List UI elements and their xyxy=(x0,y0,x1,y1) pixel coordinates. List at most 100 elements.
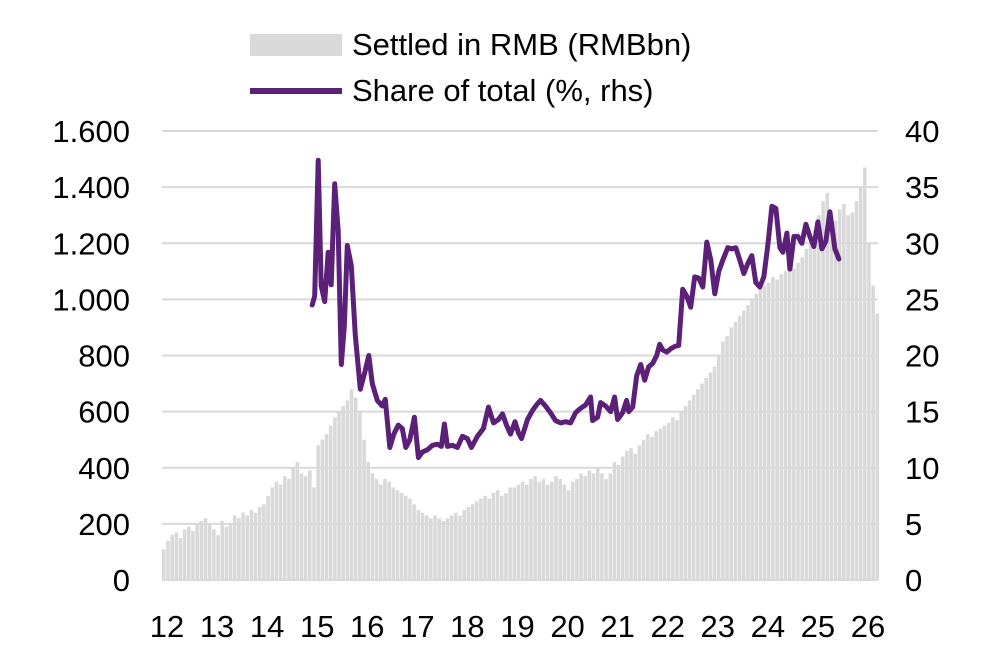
legend: Settled in RMB (RMBbn) Share of total (%… xyxy=(250,22,691,114)
bar xyxy=(691,394,696,580)
series-line-share-of-total xyxy=(309,157,842,461)
bar xyxy=(583,476,588,580)
bar xyxy=(224,526,229,580)
bar xyxy=(729,327,734,580)
bar xyxy=(316,445,320,580)
bar xyxy=(462,509,466,580)
bar xyxy=(641,439,646,580)
bar xyxy=(783,271,788,580)
bar xyxy=(817,215,821,580)
bar xyxy=(662,425,667,580)
bar xyxy=(370,473,375,580)
bar xyxy=(312,487,316,580)
bar xyxy=(249,509,254,580)
y-left-tick-label: 1.600 xyxy=(52,114,130,149)
bar xyxy=(591,473,596,580)
bar xyxy=(712,366,717,580)
x-tick-label: 25 xyxy=(801,609,835,644)
bar xyxy=(700,383,704,580)
bar xyxy=(262,504,266,580)
bar xyxy=(595,467,600,580)
bar xyxy=(837,209,842,580)
bar xyxy=(687,400,692,580)
bar xyxy=(575,478,579,580)
bar xyxy=(858,187,863,580)
bar xyxy=(629,448,633,580)
bar xyxy=(679,411,683,580)
legend-swatch-bars xyxy=(250,34,342,56)
bar xyxy=(287,478,291,580)
bar xyxy=(420,512,425,580)
bar xyxy=(675,420,679,580)
bar xyxy=(470,504,475,580)
bar xyxy=(466,507,471,580)
bar xyxy=(245,515,250,580)
bar xyxy=(658,428,663,580)
x-tick-label: 18 xyxy=(450,609,484,644)
bar xyxy=(203,518,208,580)
bar xyxy=(449,515,454,580)
x-tick-label: 23 xyxy=(701,609,735,644)
bar xyxy=(308,470,312,580)
bar xyxy=(529,478,533,580)
bar xyxy=(620,456,625,580)
bar xyxy=(754,293,759,580)
bar xyxy=(862,167,867,580)
bar xyxy=(792,268,796,580)
bar xyxy=(762,285,767,580)
bar xyxy=(479,498,483,580)
bar xyxy=(867,243,871,580)
bar xyxy=(378,484,383,580)
bar xyxy=(278,484,283,580)
bar xyxy=(353,397,358,580)
y-right-tick-label: 10 xyxy=(905,451,939,486)
bar xyxy=(666,422,671,580)
legend-label-line: Share of total (%, rhs) xyxy=(352,73,654,108)
bar xyxy=(487,498,492,580)
bar xyxy=(804,248,809,581)
bar xyxy=(424,515,429,580)
bar xyxy=(162,549,166,580)
bar xyxy=(232,515,237,580)
bar xyxy=(579,473,583,580)
bar xyxy=(525,484,529,580)
bar xyxy=(875,313,880,580)
bar xyxy=(333,417,337,580)
x-tick-label: 16 xyxy=(350,609,384,644)
bar xyxy=(508,487,512,580)
x-tick-label: 12 xyxy=(150,609,184,644)
bar xyxy=(270,487,275,580)
bar xyxy=(829,215,834,580)
bar xyxy=(533,476,537,580)
bar xyxy=(616,464,621,580)
y-right-tick-label: 35 xyxy=(905,170,939,205)
bar xyxy=(320,439,325,580)
bar xyxy=(821,201,825,580)
bar xyxy=(266,495,270,580)
bar xyxy=(708,372,713,580)
bar xyxy=(850,212,855,580)
bar xyxy=(383,478,387,580)
bar xyxy=(854,201,859,580)
bar xyxy=(499,495,504,580)
bar xyxy=(403,495,408,580)
bar xyxy=(733,321,738,580)
bar xyxy=(166,540,170,580)
x-tick-label: 20 xyxy=(550,609,584,644)
bar xyxy=(358,411,362,580)
bar xyxy=(704,377,708,580)
bar xyxy=(220,521,225,580)
bar xyxy=(637,445,642,580)
bar xyxy=(741,310,746,580)
bar xyxy=(328,425,333,580)
bar xyxy=(454,512,458,580)
bar xyxy=(775,279,779,580)
y-right-tick-label: 20 xyxy=(905,339,939,374)
bar xyxy=(683,406,688,580)
y-left-tick-label: 0 xyxy=(113,563,130,598)
y-left-tick-label: 1.400 xyxy=(52,170,130,205)
y-right-tick-label: 40 xyxy=(905,114,939,149)
bar xyxy=(228,523,233,580)
